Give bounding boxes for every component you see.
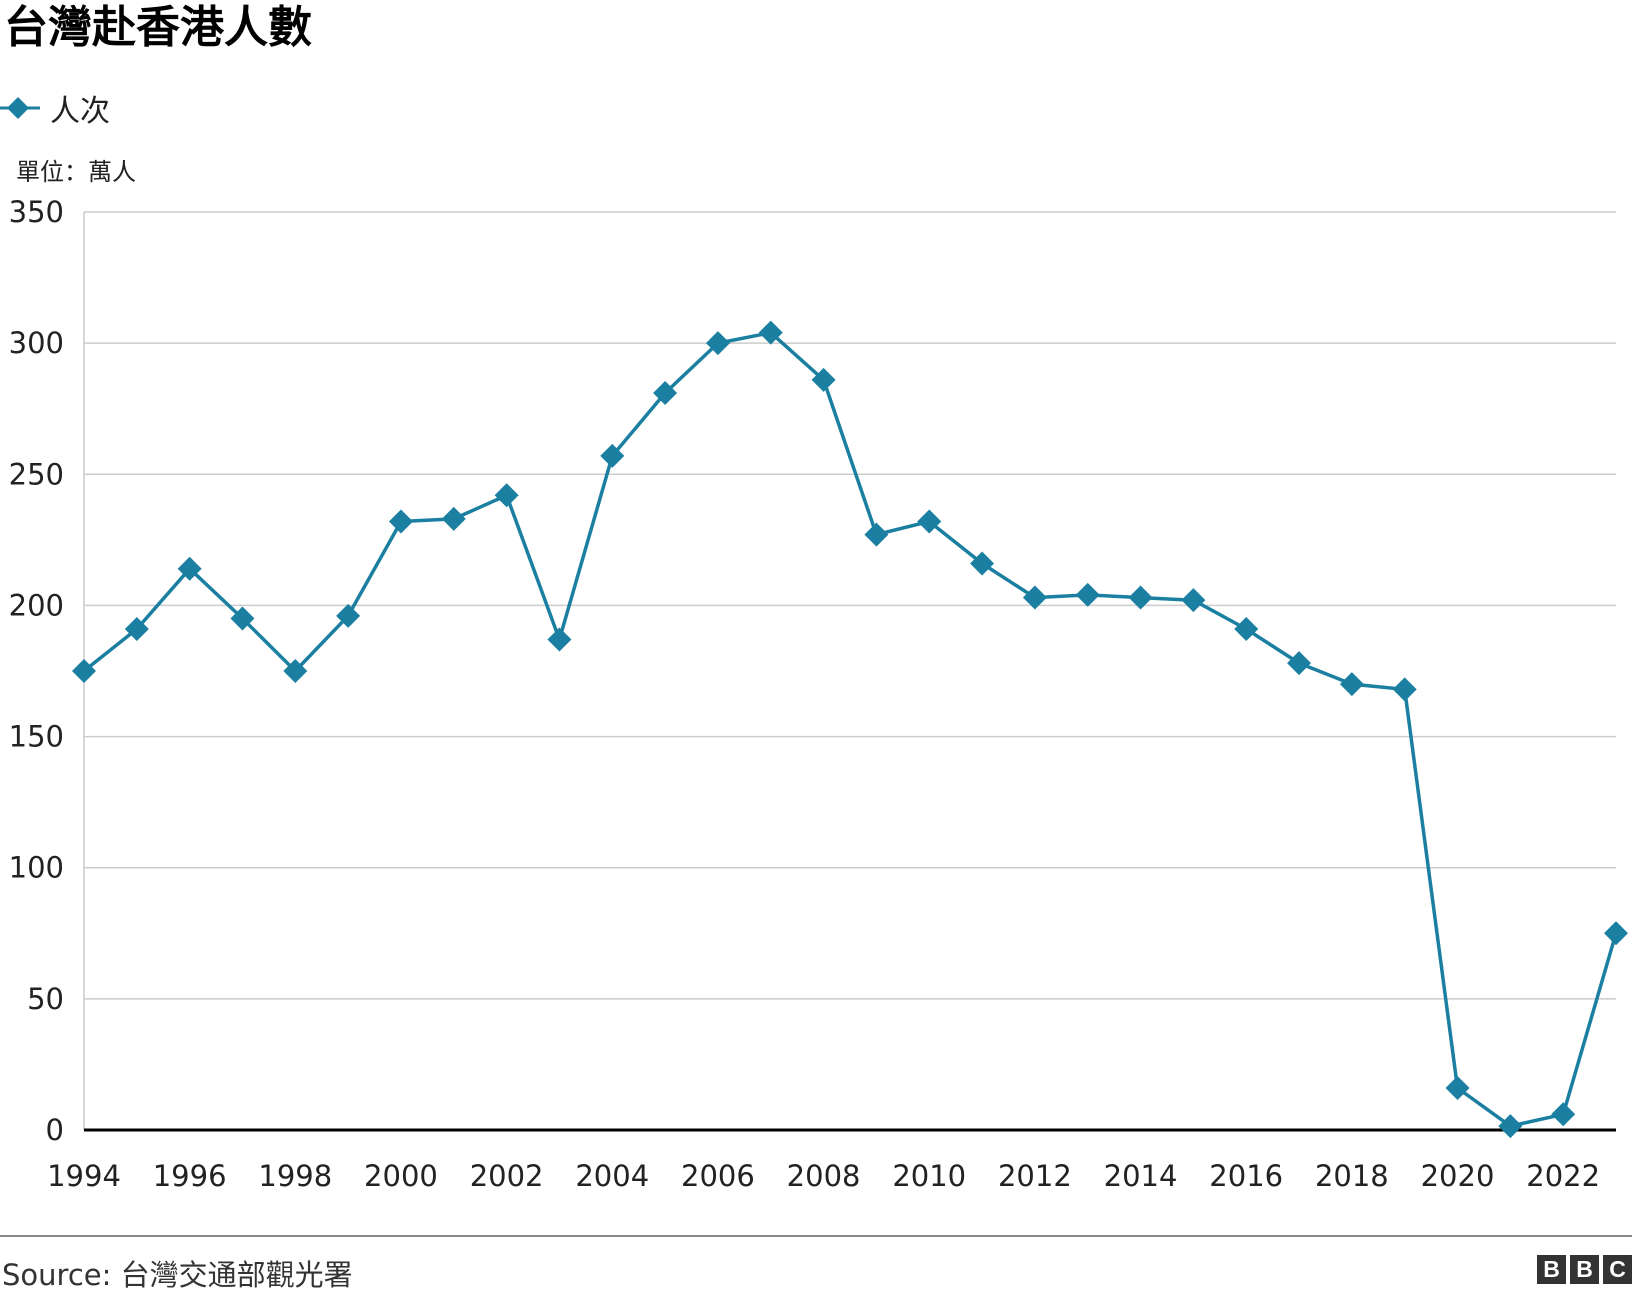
x-tick-label: 2000 (364, 1159, 438, 1193)
x-tick-label: 2010 (892, 1159, 966, 1193)
data-point-marker (811, 367, 836, 392)
data-point-marker (1022, 585, 1047, 610)
data-point-marker (336, 603, 361, 628)
x-tick-label: 2002 (470, 1159, 544, 1193)
data-point-marker (1075, 582, 1100, 607)
gridlines (83, 211, 1616, 1132)
data-point-marker (1234, 617, 1259, 642)
data-point-marker (864, 522, 889, 547)
y-tick-label: 300 (9, 326, 64, 360)
x-tick-label: 2022 (1526, 1159, 1600, 1193)
y-tick-label: 250 (9, 457, 64, 491)
data-point-marker (758, 320, 783, 345)
y-tick-label: 0 (46, 1113, 64, 1147)
line-chart: 0 50 100 150 200 250 300 350 1994 1996 1998 2000 20… (9, 195, 1628, 1193)
data-point-marker (705, 331, 730, 356)
data-point-marker (1181, 588, 1206, 613)
data-point-marker (1445, 1076, 1470, 1101)
x-tick-label: 2012 (998, 1159, 1072, 1193)
logo-letter: B (1537, 1255, 1566, 1284)
x-tick-label: 2014 (1104, 1159, 1178, 1193)
series-line (82, 330, 1618, 1128)
logo-letter: C (1603, 1255, 1632, 1284)
x-tick-label: 1994 (47, 1159, 121, 1193)
data-point-marker (1339, 672, 1364, 697)
x-tick-label: 2006 (681, 1159, 755, 1193)
series-layer (72, 320, 1628, 1139)
x-tick-label: 2008 (787, 1159, 861, 1193)
y-tick-label: 100 (9, 851, 64, 885)
logo-letter: B (1570, 1255, 1599, 1284)
y-tick-label: 50 (27, 982, 64, 1016)
data-point-marker (653, 380, 678, 405)
y-tick-label: 150 (9, 720, 64, 754)
data-point-marker (230, 606, 255, 631)
data-point-marker (494, 483, 519, 508)
x-tick-label: 1998 (258, 1159, 332, 1193)
data-point-marker (441, 506, 466, 531)
footer-divider (0, 1235, 1632, 1237)
data-point-marker (970, 551, 995, 576)
data-point-marker (1392, 677, 1417, 702)
data-point-marker (388, 509, 413, 534)
source-note: Source: 台灣交通部觀光署 (2, 1258, 353, 1292)
legend: 人次 (0, 86, 110, 130)
data-point-marker (72, 659, 96, 683)
data-point-marker (1128, 585, 1153, 610)
y-tick-label: 200 (9, 588, 64, 622)
data-point-marker (600, 443, 625, 468)
legend-swatch-icon (0, 97, 40, 119)
data-point-marker (547, 627, 572, 652)
x-tick-label: 2018 (1315, 1159, 1389, 1193)
x-tick-label: 2020 (1421, 1159, 1495, 1193)
x-tick-label: 1996 (153, 1159, 227, 1193)
unit-note: 單位：萬人 (16, 158, 136, 186)
chart-title: 台灣赴香港人數 (4, 2, 312, 53)
y-tick-label: 350 (9, 195, 64, 229)
y-axis-ticks: 0 50 100 150 200 250 300 350 (9, 195, 64, 1147)
data-point-marker (124, 617, 149, 642)
bbc-logo: B B C (1537, 1255, 1632, 1284)
x-axis-ticks: 1994 1996 1998 2000 2002 2004 2006 2008 2010 2012… (47, 1159, 1600, 1193)
data-point-marker (917, 509, 942, 534)
legend-label: 人次 (50, 94, 110, 129)
x-tick-label: 2016 (1209, 1159, 1283, 1193)
x-tick-label: 2004 (575, 1159, 649, 1193)
data-point-marker (1604, 921, 1628, 946)
data-point-marker (1287, 651, 1312, 676)
data-point-marker (1498, 1114, 1523, 1139)
data-point-marker (283, 659, 308, 683)
data-point-marker (177, 556, 202, 581)
data-point-marker (1551, 1102, 1576, 1127)
